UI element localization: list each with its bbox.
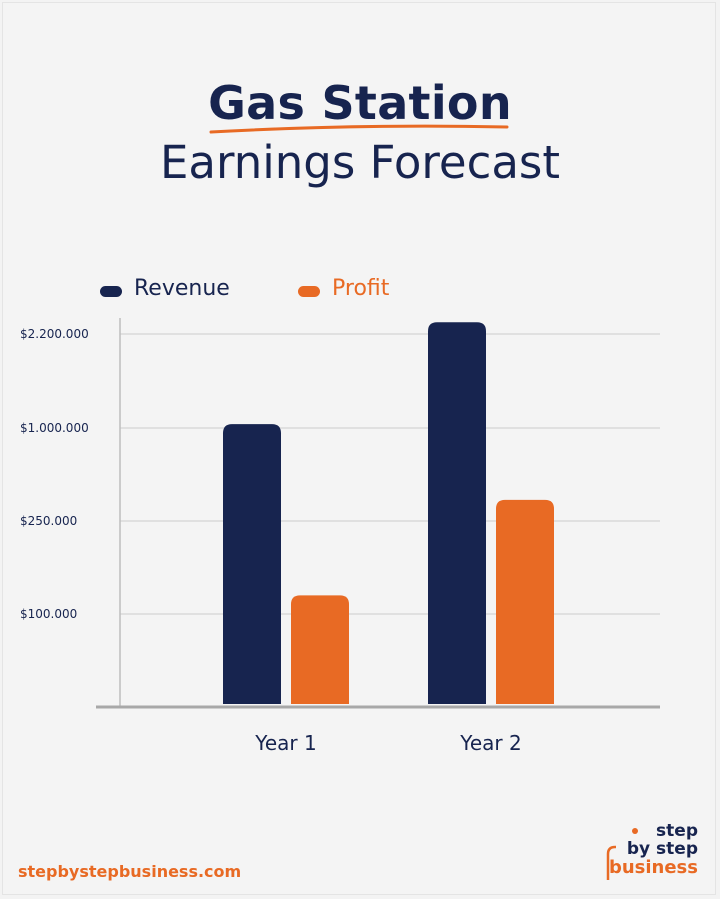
y-tick-label: $250.000	[20, 514, 77, 528]
logo-line-2: by step	[626, 839, 698, 859]
bar-profit-year-1	[291, 595, 349, 704]
y-tick-label: $2.200.000	[20, 327, 89, 341]
bar-revenue-year-2	[428, 322, 486, 704]
title-underline	[209, 124, 509, 134]
title-line-1: Gas Station	[208, 76, 512, 130]
legend-label-profit: Profit	[332, 276, 390, 301]
title-line-2: Earnings Forecast	[160, 136, 560, 189]
bar-revenue-year-1	[223, 424, 281, 704]
legend-swatch-revenue	[100, 286, 122, 297]
logo-line-3: business	[608, 857, 698, 878]
legend-label-revenue: Revenue	[134, 276, 230, 301]
logo-line-1: step	[656, 821, 698, 841]
y-tick-label: $1.000.000	[20, 421, 89, 435]
logo-hook-icon	[606, 845, 616, 880]
legend-swatch-profit	[298, 286, 320, 297]
logo-dot-icon	[632, 828, 638, 834]
x-tick-label: Year 1	[254, 731, 316, 755]
x-tick-label: Year 2	[459, 731, 521, 755]
footer-url[interactable]: stepbystepbusiness.com	[18, 862, 242, 881]
y-tick-label: $100.000	[20, 607, 77, 621]
bar-profit-year-2	[496, 499, 554, 704]
step-by-step-logo: step by step business	[594, 820, 704, 880]
